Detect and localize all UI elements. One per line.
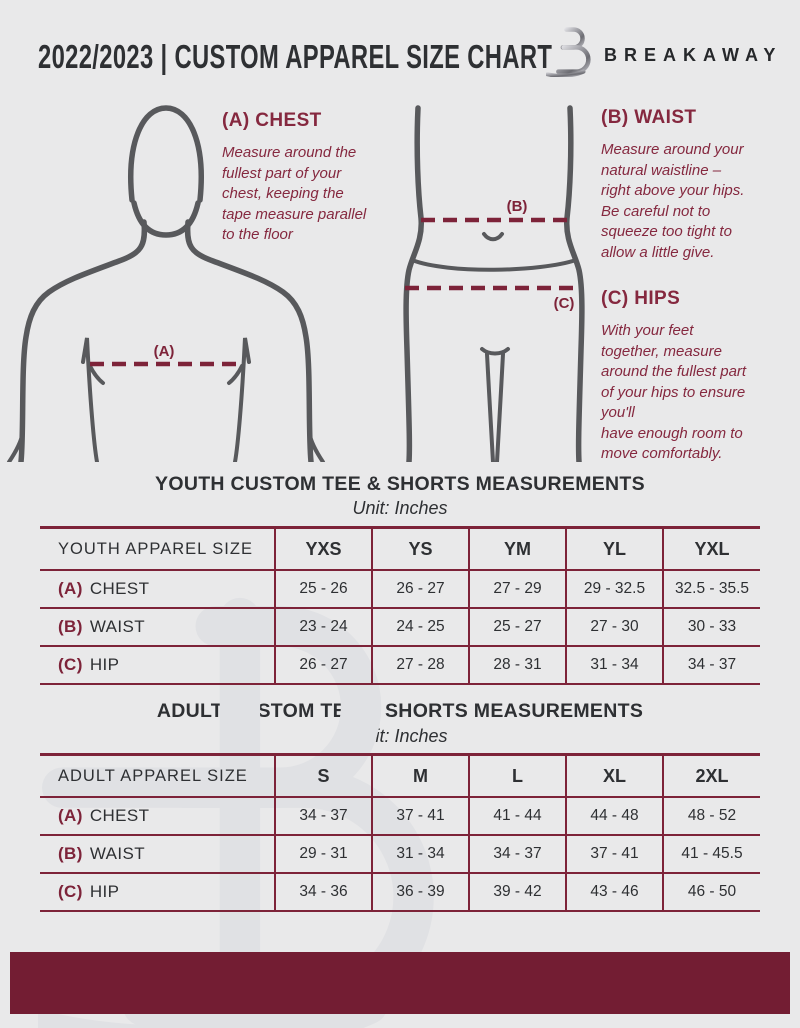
cell-value: 41 - 44 — [468, 797, 566, 836]
waist-description: Measure around your natural waistline – … — [601, 141, 745, 261]
youth-size-table: YOUTH APPAREL SIZE YXS YS YM YL YXL (A) C… — [40, 526, 760, 685]
row-label: CHEST — [89, 579, 150, 598]
cell-value: 39 - 42 — [468, 873, 566, 912]
size-column-header: YS — [371, 526, 469, 571]
adult-size-label: ADULT APPAREL SIZE — [40, 753, 275, 798]
row-label: HIP — [89, 882, 120, 901]
row-key: (C) — [58, 882, 83, 901]
cell-value: 43 - 46 — [565, 873, 663, 912]
table-row-waist: (B) WAIST 23 - 24 24 - 25 25 - 27 27 - 30… — [40, 608, 760, 647]
table-row-chest: (A) CHEST 25 - 26 26 - 27 27 - 29 29 - 32… — [40, 570, 760, 609]
cell-value: 25 - 26 — [274, 570, 372, 609]
cell-value: 27 - 28 — [371, 646, 469, 685]
torso-chest-figure: (A) — [7, 105, 325, 462]
waist-heading: (B) WAIST — [601, 107, 697, 128]
brand-name: BREAKAWAY — [604, 45, 783, 65]
row-key: (C) — [58, 655, 83, 674]
row-key: (B) — [58, 844, 83, 863]
adult-size-table: ADULT APPAREL SIZE S M L XL 2XL (A) CHEST… — [40, 753, 760, 912]
table-row-waist: (B) WAIST 29 - 31 31 - 34 34 - 37 37 - 41… — [40, 835, 760, 874]
cell-value: 37 - 41 — [565, 835, 663, 874]
row-label: CHEST — [89, 806, 150, 825]
row-key: (A) — [58, 806, 83, 825]
hips-marker-label: (C) — [554, 295, 575, 312]
chest-description: Measure around the fullest part of your … — [222, 144, 367, 244]
size-column-header: 2XL — [662, 753, 760, 798]
waist-marker-label: (B) — [507, 198, 528, 215]
page-title: 2022/2023 | CUSTOM APPAREL SIZE CHART — [38, 38, 553, 75]
size-column-header: YL — [565, 526, 663, 571]
cell-value: 34 - 37 — [274, 797, 372, 836]
chest-heading: (A) CHEST — [222, 110, 322, 131]
youth-table-title: YOUTH CUSTOM TEE & SHORTS MEASUREMENTS — [155, 473, 645, 495]
row-key: (A) — [58, 579, 83, 598]
hips-guide: (C) HIPS With your feet together, measur… — [601, 288, 800, 465]
size-column-header: L — [468, 753, 566, 798]
cell-value: 26 - 27 — [274, 646, 372, 685]
footer-bar — [10, 952, 790, 1014]
cell-value: 27 - 30 — [565, 608, 663, 647]
cell-value: 29 - 32.5 — [565, 570, 663, 609]
cell-value: 31 - 34 — [565, 646, 663, 685]
cell-value: 23 - 24 — [274, 608, 372, 647]
row-key: (B) — [58, 617, 83, 636]
youth-table-subtitle: Unit: Inches — [352, 498, 448, 518]
row-label: WAIST — [89, 844, 146, 863]
table-row-hip: (C) HIP 26 - 27 27 - 28 28 - 31 31 - 34 3… — [40, 646, 760, 685]
youth-size-label: YOUTH APPAREL SIZE — [40, 526, 275, 571]
cell-value: 28 - 31 — [468, 646, 566, 685]
breakaway-logo-icon — [546, 26, 591, 77]
cell-value: 24 - 25 — [371, 608, 469, 647]
row-label: WAIST — [89, 617, 146, 636]
cell-value: 26 - 27 — [371, 570, 469, 609]
cell-value: 32.5 - 35.5 — [662, 570, 760, 609]
size-column-header: YXL — [662, 526, 760, 571]
cell-value: 48 - 52 — [662, 797, 760, 836]
cell-value: 31 - 34 — [371, 835, 469, 874]
cell-value: 34 - 37 — [662, 646, 760, 685]
row-label: HIP — [89, 655, 120, 674]
cell-value: 30 - 33 — [662, 608, 760, 647]
size-column-header: YM — [468, 526, 566, 571]
adult-table-title: ADULT CUSTOM TEE & SHORTS MEASUREMENTS — [156, 700, 644, 722]
size-column-header: YXS — [274, 526, 372, 571]
cell-value: 27 - 29 — [468, 570, 566, 609]
size-column-header: XL — [565, 753, 663, 798]
youth-header-row: YOUTH APPAREL SIZE YXS YS YM YL YXL — [40, 526, 760, 571]
adult-header-row: ADULT APPAREL SIZE S M L XL 2XL — [40, 753, 760, 798]
chest-marker-label: (A) — [154, 343, 175, 360]
hips-heading: (C) HIPS — [601, 288, 681, 309]
cell-value: 25 - 27 — [468, 608, 566, 647]
table-row-hip: (C) HIP 34 - 36 36 - 39 39 - 42 43 - 46 4… — [40, 873, 760, 912]
size-column-header: M — [371, 753, 469, 798]
hips-description: With your feet together, measure around … — [601, 322, 747, 463]
cell-value: 37 - 41 — [371, 797, 469, 836]
cell-value: 41 - 45.5 — [662, 835, 760, 874]
cell-value: 46 - 50 — [662, 873, 760, 912]
cell-value: 44 - 48 — [565, 797, 663, 836]
cell-value: 29 - 31 — [274, 835, 372, 874]
table-row-chest: (A) CHEST 34 - 37 37 - 41 41 - 44 44 - 48… — [40, 797, 760, 836]
cell-value: 36 - 39 — [371, 873, 469, 912]
waist-guide: (B) WAIST Measure around your natural wa… — [601, 107, 799, 263]
size-column-header: S — [274, 753, 372, 798]
cell-value: 34 - 37 — [468, 835, 566, 874]
cell-value: 34 - 36 — [274, 873, 372, 912]
waist-hips-figure: (B) (C) — [403, 105, 585, 462]
chest-guide: (A) CHEST Measure around the fullest par… — [222, 110, 417, 246]
